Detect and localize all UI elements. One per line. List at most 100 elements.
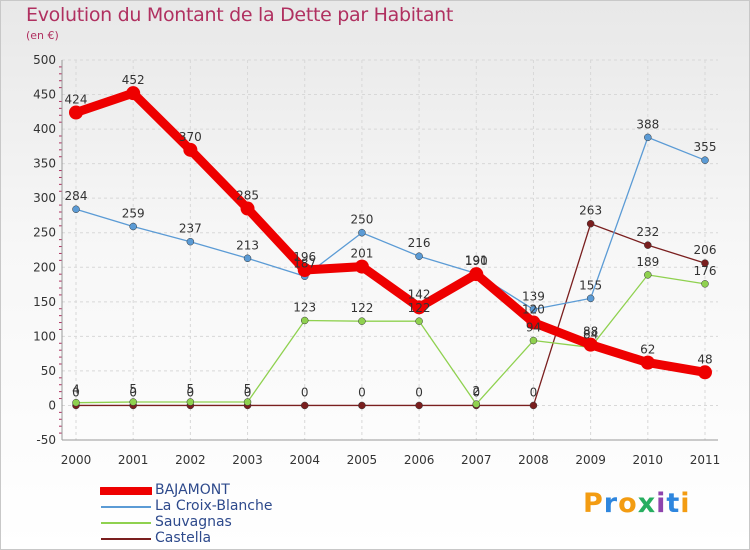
data-label-bajamont: 424 — [65, 93, 88, 107]
y-tick-label: 0 — [48, 398, 56, 412]
data-label-castella: 232 — [636, 225, 659, 239]
data-label-la-croix-blanche: 216 — [408, 236, 431, 250]
series-sauvagnas — [72, 271, 709, 408]
data-label-bajamont: 196 — [293, 250, 316, 264]
x-tick-label: 2000 — [61, 453, 92, 467]
data-label-la-croix-blanche: 139 — [522, 289, 545, 303]
x-tick-label: 2011 — [690, 453, 721, 467]
data-label-la-croix-blanche: 388 — [636, 117, 659, 131]
y-tick-label: 500 — [33, 53, 56, 67]
data-point-sauvagnas — [415, 317, 423, 325]
data-point-la-croix-blanche — [72, 205, 80, 213]
x-tick-label: 2004 — [289, 453, 320, 467]
data-label-castella: 0 — [301, 385, 309, 399]
proxiti-logo: Proxiti — [583, 488, 691, 519]
series-line-castella — [75, 223, 706, 407]
legend-swatch-castella — [101, 538, 151, 540]
data-point-castella — [644, 241, 652, 249]
series-castella — [72, 219, 709, 410]
data-label-sauvagnas: 4 — [72, 383, 80, 397]
x-tick-label: 2008 — [518, 453, 549, 467]
legend-swatch-sauvagnas — [101, 522, 151, 524]
data-point-bajamont — [469, 267, 484, 282]
data-label-la-croix-blanche: 284 — [65, 189, 88, 203]
data-label-sauvagnas: 189 — [636, 255, 659, 269]
x-tick-label: 2006 — [404, 453, 435, 467]
data-point-la-croix-blanche — [243, 254, 252, 263]
data-label-la-croix-blanche: 155 — [579, 278, 602, 292]
logo-letter: x — [637, 488, 657, 519]
data-point-la-croix-blanche — [586, 294, 595, 303]
data-point-bajamont — [583, 337, 598, 352]
data-label-bajamont: 285 — [236, 189, 259, 203]
data-label-sauvagnas: 5 — [244, 382, 252, 396]
data-point-castella — [701, 259, 709, 267]
legend-swatch-la-croix-blanche — [101, 506, 151, 508]
data-point-la-croix-blanche — [129, 222, 137, 231]
data-point-sauvagnas — [129, 398, 137, 406]
data-label-castella: 0 — [72, 385, 80, 399]
legend-label-castella: Castella — [155, 530, 212, 546]
data-label-la-croix-blanche: 191 — [465, 253, 488, 267]
data-label-castella: 263 — [579, 204, 602, 218]
data-point-castella — [358, 401, 366, 410]
data-point-sauvagnas — [644, 271, 652, 279]
data-label-bajamont: 62 — [640, 343, 655, 357]
data-label-bajamont: 452 — [122, 73, 145, 87]
data-point-bajamont — [240, 201, 255, 216]
data-point-bajamont — [183, 142, 198, 157]
legend-swatch-bajamont — [100, 487, 152, 495]
series-line-sauvagnas — [75, 274, 706, 405]
logo-letter: P — [583, 488, 604, 519]
logo-letter: o — [618, 488, 638, 519]
y-tick-label: 250 — [33, 226, 56, 240]
data-point-bajamont — [126, 86, 141, 101]
y-tick-label: 350 — [33, 157, 56, 171]
data-point-bajamont — [698, 365, 712, 380]
x-tick-label: 2005 — [347, 453, 378, 467]
data-label-sauvagnas: 84 — [583, 327, 598, 341]
series-bajamont — [69, 86, 712, 380]
data-label-castella: 0 — [129, 385, 137, 399]
data-point-la-croix-blanche — [644, 133, 652, 142]
data-label-bajamont: 201 — [350, 247, 373, 261]
x-tick-label: 2010 — [633, 453, 664, 467]
data-point-sauvagnas — [72, 398, 80, 407]
data-point-sauvagnas — [529, 336, 538, 345]
series-line-la-croix-blanche — [75, 136, 706, 311]
y-tick-label: 200 — [33, 260, 56, 274]
series-la-croix-blanche — [72, 133, 709, 314]
data-label-castella: 206 — [694, 243, 717, 257]
data-label-castella: 0 — [358, 385, 366, 399]
data-label-bajamont: 48 — [697, 352, 712, 366]
data-point-bajamont — [297, 263, 312, 278]
data-label-castella: 0 — [415, 385, 423, 399]
legend-label-sauvagnas: Sauvagnas — [155, 514, 232, 530]
y-tick-label: 50 — [41, 364, 56, 378]
data-label-castella: 0 — [187, 385, 195, 399]
logo-letter: i — [680, 488, 691, 519]
series-line-bajamont — [71, 88, 710, 377]
chart-subtitle: (en €) — [26, 29, 59, 42]
y-tick-label: 150 — [33, 295, 56, 309]
data-point-bajamont — [412, 300, 427, 315]
data-label-la-croix-blanche: 213 — [236, 238, 259, 252]
data-label-castella: 0 — [472, 385, 480, 399]
data-label-sauvagnas: 122 — [408, 301, 431, 315]
data-point-la-croix-blanche — [358, 228, 366, 237]
data-label-castella: 0 — [530, 385, 538, 399]
data-point-sauvagnas — [186, 398, 195, 406]
data-label-sauvagnas: 94 — [526, 321, 541, 335]
logo-letter: i — [656, 488, 667, 519]
data-point-la-croix-blanche — [529, 305, 538, 314]
data-point-castella — [586, 219, 595, 228]
data-point-bajamont — [69, 105, 83, 120]
data-point-la-croix-blanche — [701, 156, 709, 164]
x-tick-label: 2001 — [118, 453, 149, 467]
data-label-la-croix-blanche: 187 — [293, 256, 316, 270]
data-label-sauvagnas: 5 — [129, 382, 137, 396]
data-point-sauvagnas — [300, 316, 309, 325]
x-tick-label: 2007 — [461, 453, 492, 467]
data-label-la-croix-blanche: 250 — [350, 213, 373, 227]
chart-title: Evolution du Montant de la Dette par Hab… — [26, 4, 454, 26]
